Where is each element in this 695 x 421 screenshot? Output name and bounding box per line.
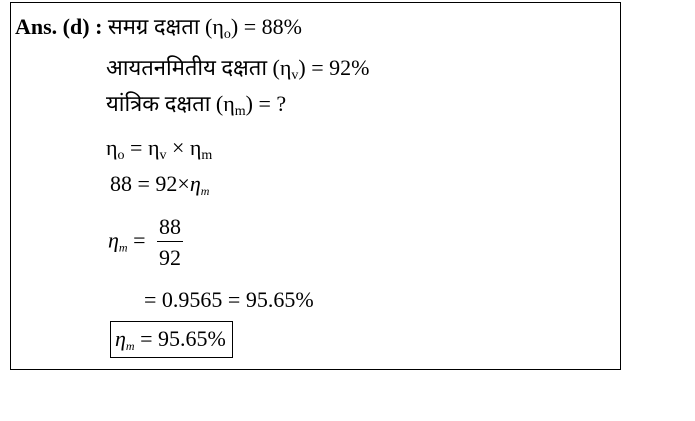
denominator: 92 (157, 241, 184, 269)
text: = 95.65% (134, 326, 226, 351)
fraction: 88 92 (157, 214, 184, 269)
eta: η (106, 135, 118, 160)
boxed-answer: ηm = 95.65% (110, 321, 233, 358)
answer-box (10, 2, 621, 370)
sub: o (223, 27, 231, 42)
line-substitution: 88 = 92×ηm (110, 171, 210, 198)
text: ) = 88% (230, 14, 302, 39)
text: ) = ? (245, 91, 287, 116)
numerator: 88 (159, 214, 182, 239)
line-formula: ηo = ηv × ηm (106, 137, 212, 163)
sub: v (291, 68, 299, 83)
text: समग्र दक्षता (η (107, 14, 224, 39)
text: = (124, 135, 148, 160)
sub: m (234, 104, 246, 119)
line-final-answer: ηm = 95.65% (110, 321, 233, 358)
line-overall-efficiency: Ans. (d) : समग्र दक्षता (ηo) = 88% (15, 16, 302, 42)
text: 88 = 92× (110, 171, 190, 196)
eta: η (189, 171, 201, 196)
sub: o (117, 148, 125, 163)
text: × (166, 135, 190, 160)
text: = (127, 227, 146, 253)
text: = 0.9565 = 95.65% (144, 287, 314, 312)
line-result: = 0.9565 = 95.65% (144, 289, 314, 311)
eta: η (189, 135, 202, 160)
answer-label: Ans. (d) : (15, 14, 103, 39)
sub: m (201, 148, 213, 163)
line-mechanical-efficiency: यांत्रिक दक्षता (ηm) = ? (106, 93, 286, 119)
sub: m (125, 339, 135, 353)
sub: m (118, 240, 128, 255)
eta: η (147, 135, 160, 160)
line-volumetric-efficiency: आयतनमितीय दक्षता (ηv) = 92% (106, 57, 369, 83)
eta: η (108, 227, 119, 253)
text: ) = 92% (298, 55, 370, 80)
sub: v (159, 148, 167, 163)
sub: m (200, 184, 210, 198)
eta: η (115, 326, 126, 351)
text: यांत्रिक दक्षता (η (106, 91, 235, 116)
text: आयतनमितीय दक्षता (η (106, 55, 292, 80)
line-fraction: ηm = 88 92 (108, 214, 184, 269)
